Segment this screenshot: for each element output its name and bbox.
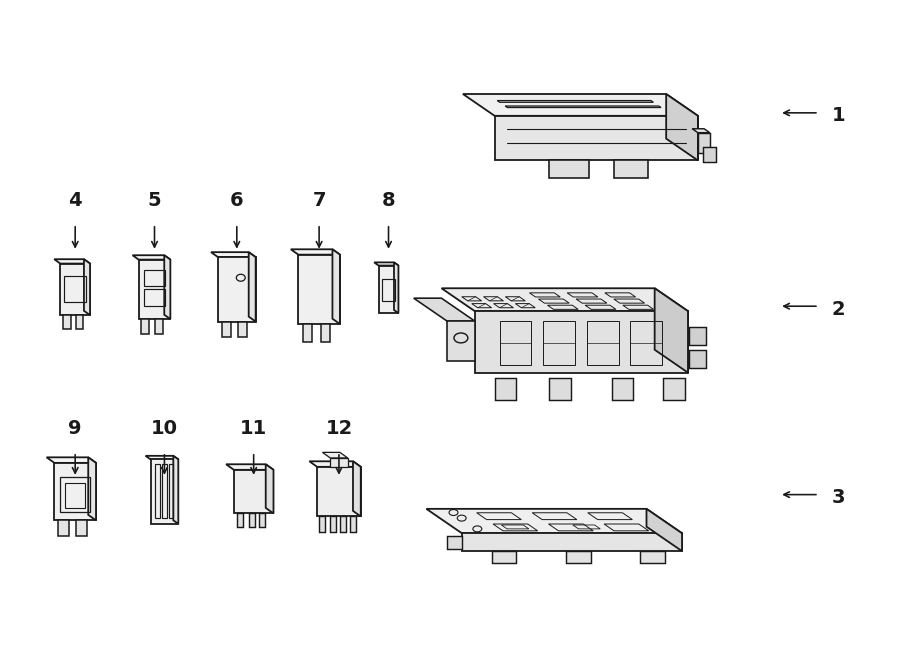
Polygon shape [156, 319, 163, 334]
Polygon shape [237, 514, 243, 527]
Polygon shape [234, 470, 274, 514]
Polygon shape [238, 321, 247, 338]
Polygon shape [414, 298, 475, 321]
Polygon shape [566, 551, 590, 563]
Polygon shape [141, 319, 149, 334]
Polygon shape [374, 262, 399, 266]
Polygon shape [291, 249, 340, 254]
Polygon shape [491, 551, 517, 563]
Polygon shape [60, 264, 90, 315]
Text: 10: 10 [151, 419, 178, 438]
Polygon shape [58, 520, 69, 536]
Polygon shape [330, 516, 336, 532]
Polygon shape [427, 509, 682, 533]
Polygon shape [54, 259, 90, 264]
Polygon shape [320, 516, 325, 532]
Text: 6: 6 [230, 191, 244, 210]
Polygon shape [442, 288, 688, 311]
Polygon shape [703, 147, 716, 163]
Polygon shape [654, 288, 688, 373]
Polygon shape [317, 467, 361, 516]
Polygon shape [549, 377, 571, 401]
Text: 2: 2 [832, 300, 845, 319]
Polygon shape [330, 458, 347, 467]
Text: 7: 7 [312, 191, 326, 210]
Polygon shape [447, 536, 462, 549]
Polygon shape [447, 321, 475, 361]
Text: 5: 5 [148, 191, 161, 210]
Polygon shape [76, 520, 86, 536]
Polygon shape [495, 116, 698, 161]
Polygon shape [298, 254, 340, 324]
Text: 12: 12 [325, 419, 353, 438]
Polygon shape [692, 129, 710, 133]
Polygon shape [379, 266, 399, 313]
Polygon shape [248, 514, 255, 527]
Polygon shape [689, 350, 706, 368]
Polygon shape [54, 463, 96, 520]
Polygon shape [350, 516, 356, 532]
Polygon shape [320, 324, 330, 342]
Polygon shape [259, 514, 266, 527]
Polygon shape [475, 311, 688, 373]
Polygon shape [462, 533, 682, 551]
Polygon shape [646, 509, 682, 551]
Polygon shape [165, 255, 170, 319]
Text: 1: 1 [832, 106, 845, 125]
Text: 4: 4 [68, 191, 82, 210]
Polygon shape [266, 464, 274, 514]
Polygon shape [332, 249, 340, 324]
Polygon shape [666, 94, 698, 161]
Text: 8: 8 [382, 191, 395, 210]
Text: 3: 3 [832, 488, 845, 508]
Polygon shape [221, 321, 230, 338]
Polygon shape [495, 377, 517, 401]
Polygon shape [394, 262, 399, 313]
Polygon shape [663, 377, 685, 401]
Polygon shape [549, 161, 589, 178]
Polygon shape [218, 257, 256, 321]
Polygon shape [248, 252, 256, 321]
Polygon shape [76, 315, 84, 329]
Polygon shape [353, 461, 361, 516]
Text: 9: 9 [68, 419, 82, 438]
Polygon shape [463, 94, 698, 116]
Polygon shape [641, 551, 665, 563]
Polygon shape [310, 461, 361, 467]
Polygon shape [614, 161, 648, 178]
Polygon shape [689, 327, 706, 345]
Polygon shape [84, 259, 90, 315]
Polygon shape [174, 456, 178, 524]
Polygon shape [322, 452, 347, 458]
Text: 11: 11 [240, 419, 267, 438]
Polygon shape [612, 377, 634, 401]
Polygon shape [47, 457, 96, 463]
Polygon shape [226, 464, 274, 470]
Polygon shape [340, 516, 346, 532]
Polygon shape [88, 457, 96, 520]
Polygon shape [150, 459, 178, 524]
Polygon shape [139, 260, 170, 319]
Polygon shape [132, 255, 170, 260]
Polygon shape [303, 324, 312, 342]
Polygon shape [63, 315, 70, 329]
Polygon shape [698, 133, 710, 153]
Polygon shape [211, 252, 256, 257]
Polygon shape [146, 456, 178, 459]
